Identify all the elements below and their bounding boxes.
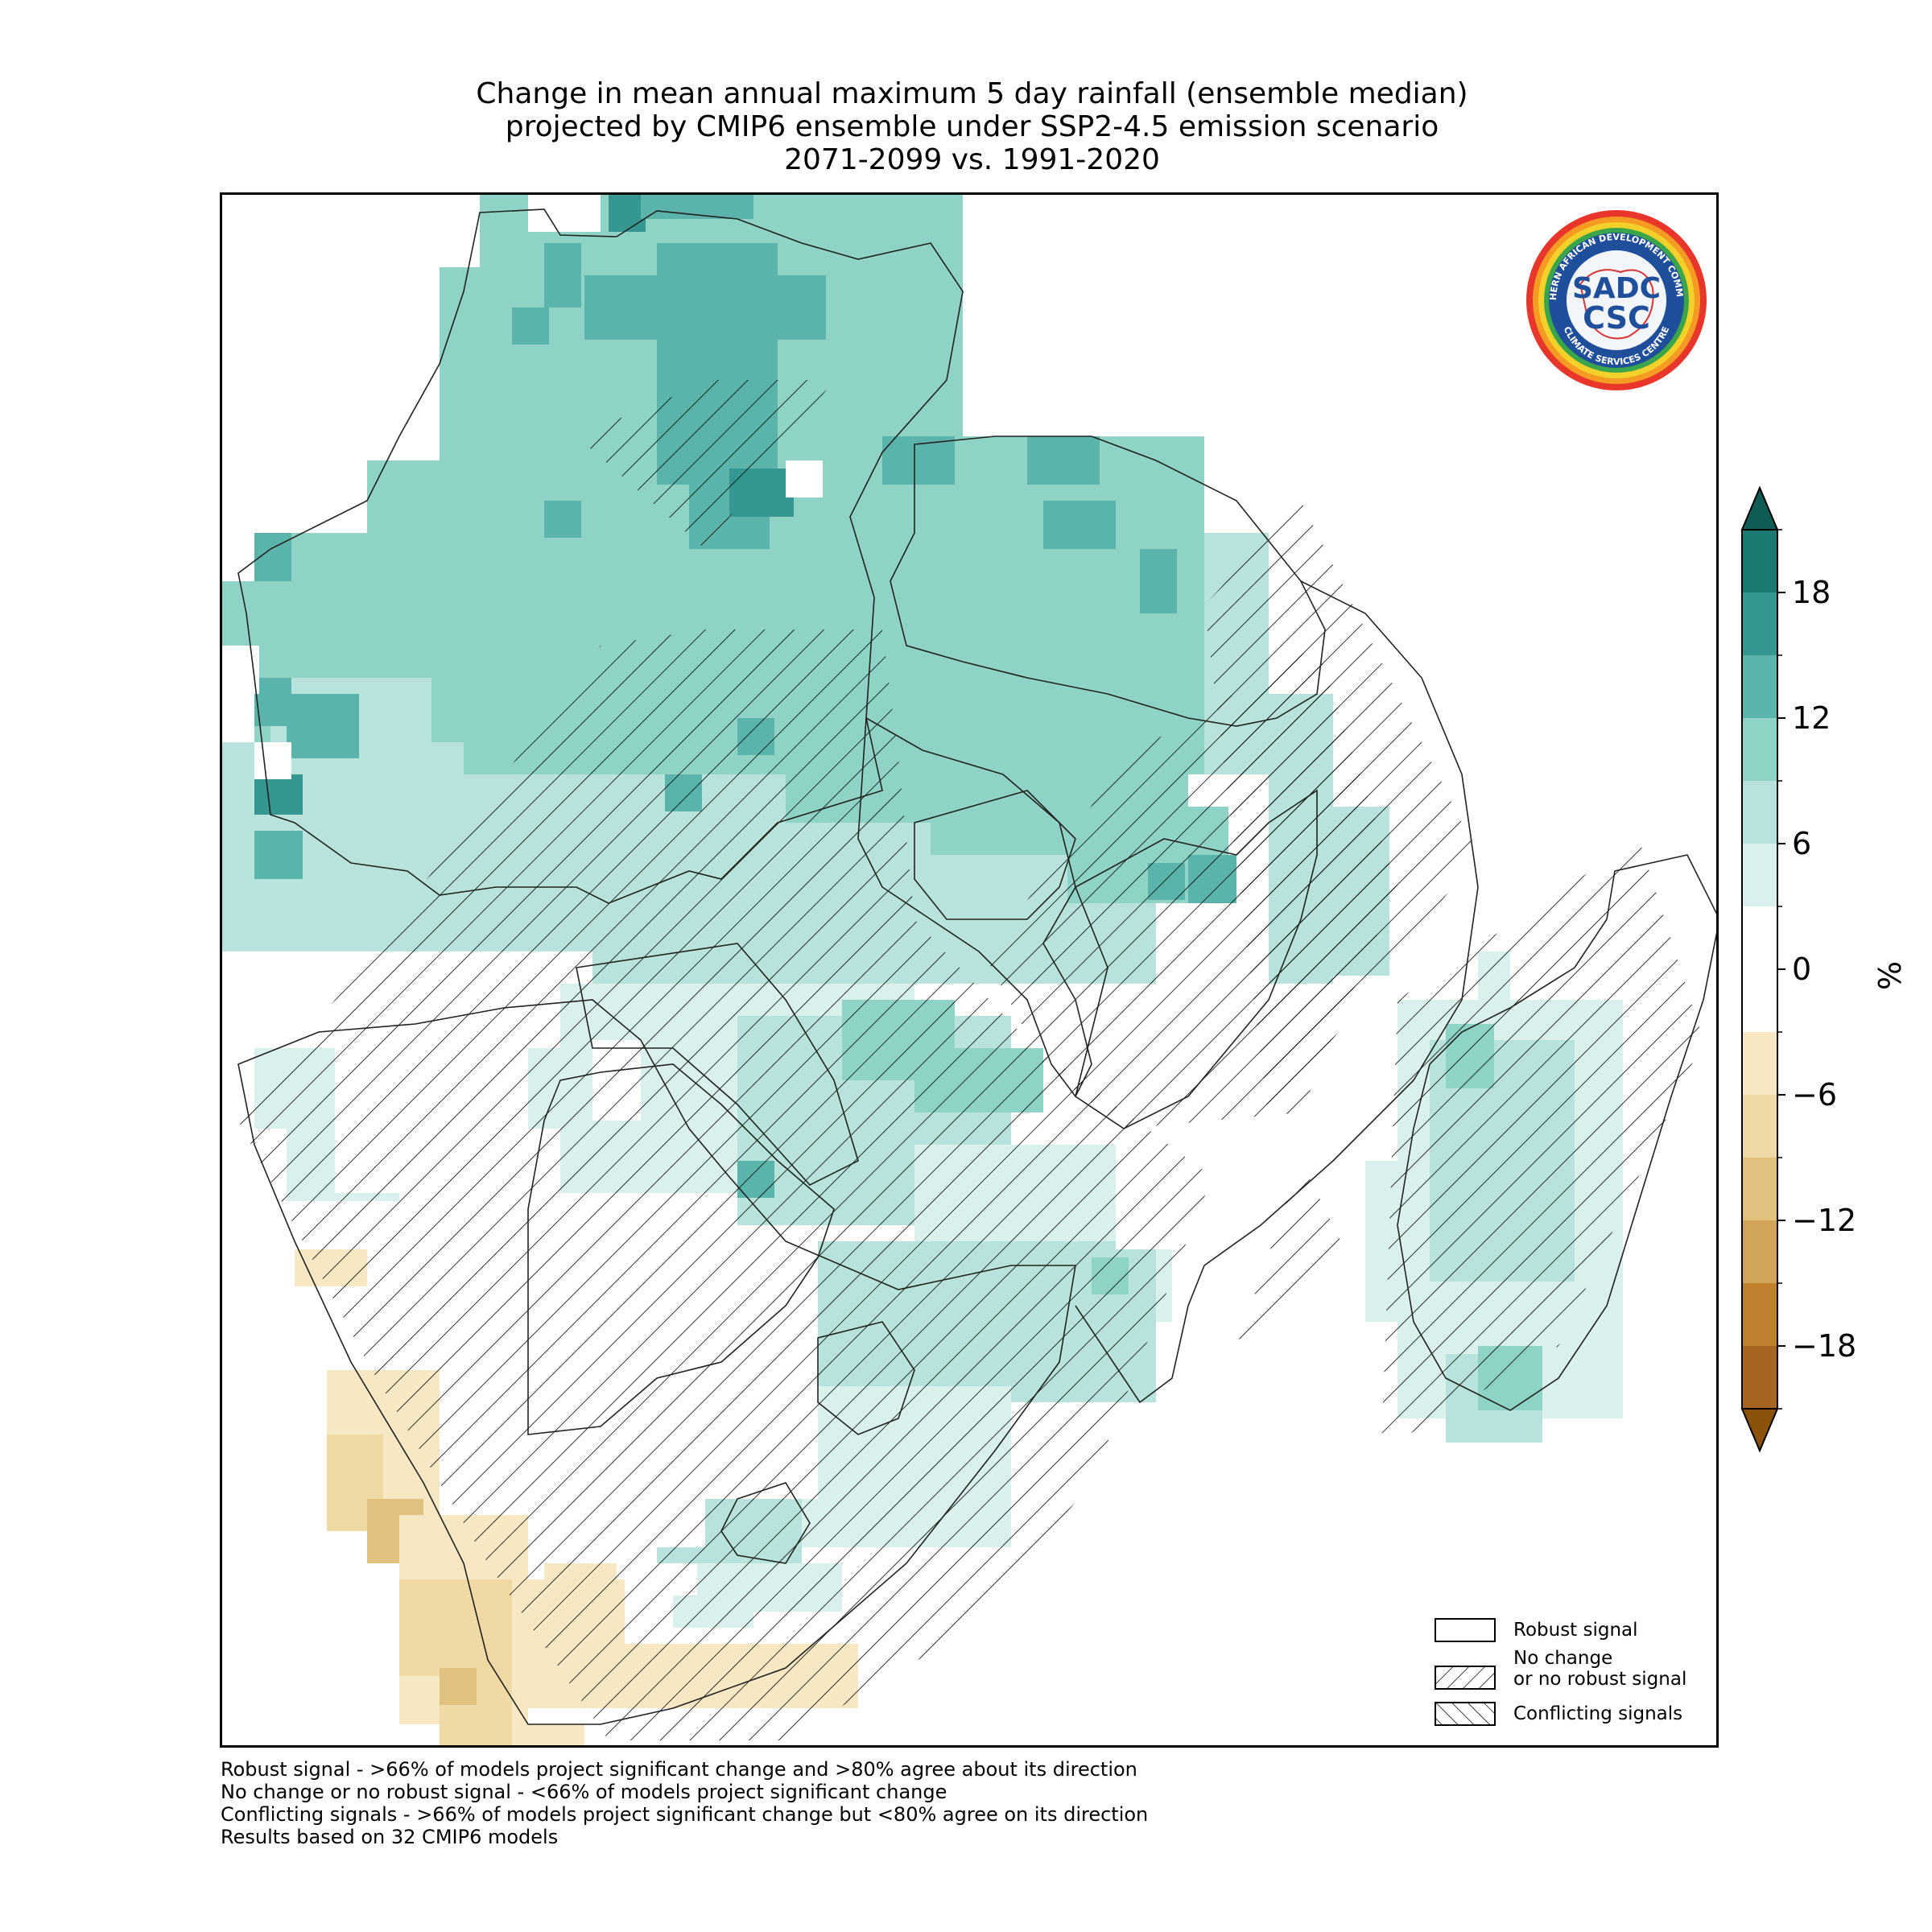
colorbar-band xyxy=(1742,592,1777,656)
map-legend: Robust signal No change or no robust sig… xyxy=(1435,1614,1712,1732)
grid-cell xyxy=(1140,549,1177,613)
map-title: Change in mean annual maximum 5 day rain… xyxy=(221,77,1723,176)
colorbar-band xyxy=(1742,969,1777,1033)
colorbar-band xyxy=(1742,1032,1777,1096)
legend-label: Conflicting signals xyxy=(1513,1703,1683,1724)
sadc-csc-logo: SOUTHERN AFRICAN DEVELOPMENT COMMUNITY C… xyxy=(1520,200,1709,393)
grid-cell xyxy=(786,460,823,497)
grid-cell xyxy=(254,774,303,815)
footnote-3: Conflicting signals - >66% of models pro… xyxy=(221,1803,1149,1826)
grid-cell xyxy=(609,195,646,232)
grid-cell xyxy=(512,308,549,345)
legend-item-no-robust-signal: No change or no robust signal xyxy=(1435,1648,1712,1696)
colorbar: 18 12 6 0 −6 −12 −18 xyxy=(1740,485,1856,1453)
footnote-4: Results based on 32 CMIP6 models xyxy=(221,1826,559,1848)
legend-label-line1: No change xyxy=(1513,1648,1613,1669)
colorbar-band xyxy=(1742,530,1777,593)
legend-swatch-forward-hatch xyxy=(1435,1666,1496,1690)
grid-cell xyxy=(440,1668,477,1705)
colorbar-ticks: 18 12 6 0 −6 −12 −18 xyxy=(1777,529,1856,1410)
title-line-3: 2071-2099 vs. 1991-2020 xyxy=(784,143,1160,176)
footnote-1: Robust signal - >66% of models project s… xyxy=(221,1758,1137,1781)
grid-cell xyxy=(544,501,581,538)
colorbar-band xyxy=(1742,906,1777,970)
grid-cell xyxy=(254,831,303,879)
colorbar-band xyxy=(1742,1220,1777,1284)
grid-cell xyxy=(440,267,488,460)
legend-label: Robust signal xyxy=(1513,1620,1638,1641)
colorbar-tick-label: 6 xyxy=(1792,826,1811,861)
colorbar-bands xyxy=(1742,530,1777,1410)
legend-label-line2: or no robust signal xyxy=(1513,1669,1687,1690)
colorbar-extend-top xyxy=(1740,485,1779,530)
footnote-2: No change or no robust signal - <66% of … xyxy=(221,1781,947,1803)
grid-cell xyxy=(254,742,291,779)
grid-cell xyxy=(544,243,581,308)
colorbar-band xyxy=(1742,1158,1777,1221)
colorbar-band xyxy=(1742,718,1777,782)
svg-text:SADC: SADC xyxy=(1572,272,1661,305)
colorbar-band xyxy=(1742,1095,1777,1158)
colorbar-unit-label: % xyxy=(1872,960,1909,991)
grid-cell xyxy=(584,275,657,340)
colorbar-extend-bottom xyxy=(1740,1408,1779,1453)
map-panel xyxy=(220,192,1719,1748)
colorbar-tick-label: −18 xyxy=(1792,1328,1856,1364)
grid-cell xyxy=(1027,436,1100,485)
grid-cell xyxy=(287,694,359,758)
colorbar-tick-label: 0 xyxy=(1792,952,1811,987)
title-line-2: projected by CMIP6 ensemble under SSP2-4… xyxy=(505,110,1439,143)
colorbar-band xyxy=(1742,1346,1777,1410)
grid-cell xyxy=(254,678,291,726)
grid-cell xyxy=(778,275,826,340)
colorbar-band xyxy=(1742,844,1777,907)
colorbar-tick-label: 18 xyxy=(1792,575,1831,610)
title-line-1: Change in mean annual maximum 5 day rain… xyxy=(476,77,1468,110)
grid-cell xyxy=(914,227,963,420)
legend-swatch-back-hatch xyxy=(1435,1702,1496,1726)
grid-cell xyxy=(512,1724,584,1745)
colorbar-tick-label: 12 xyxy=(1792,700,1831,736)
legend-swatch-robust xyxy=(1435,1618,1496,1642)
map-canvas xyxy=(222,195,1716,1745)
grid-cell xyxy=(1043,501,1116,549)
legend-item-conflicting-signals: Conflicting signals xyxy=(1435,1698,1712,1730)
country-boundaries xyxy=(237,208,1716,1725)
footnotes: Robust signal - >66% of models project s… xyxy=(221,1758,1148,1848)
colorbar-tick-label: −6 xyxy=(1792,1077,1837,1113)
grid-cell xyxy=(528,195,601,232)
colorbar-tick-label: −12 xyxy=(1792,1203,1856,1238)
svg-text:CSC: CSC xyxy=(1583,300,1650,336)
colorbar-band xyxy=(1742,1283,1777,1347)
legend-item-robust-signal: Robust signal xyxy=(1435,1614,1712,1646)
no-robust-signal-hatching xyxy=(238,380,1703,1740)
colorbar-band xyxy=(1742,655,1777,719)
colorbar-band xyxy=(1742,781,1777,844)
